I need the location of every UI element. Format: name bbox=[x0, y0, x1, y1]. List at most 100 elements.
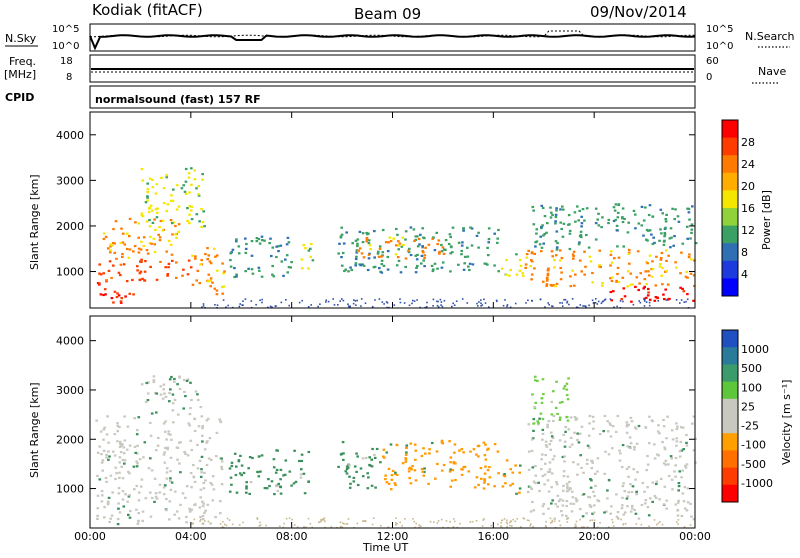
power-cell bbox=[525, 256, 529, 259]
power-cell bbox=[287, 241, 291, 244]
power-ground-cell bbox=[481, 304, 484, 306]
velocity-cell bbox=[681, 492, 685, 495]
velocity-cell bbox=[263, 487, 267, 490]
power-cell bbox=[671, 207, 674, 210]
velocity-colorbar-swatch bbox=[722, 398, 738, 417]
power-cell bbox=[251, 272, 255, 275]
power-cell bbox=[170, 253, 174, 256]
velocity-cell bbox=[588, 446, 591, 449]
velocity-cell bbox=[167, 433, 170, 436]
power-cell bbox=[560, 227, 563, 231]
power-cell bbox=[567, 214, 571, 217]
velocity-cell bbox=[487, 447, 490, 450]
power-ylabel: Slant Range [km] bbox=[28, 174, 41, 270]
power-cell bbox=[151, 178, 154, 181]
power-ground-cell bbox=[665, 299, 668, 301]
velocity-cell bbox=[511, 471, 515, 474]
velocity-cell bbox=[546, 426, 549, 429]
power-cell bbox=[437, 239, 441, 242]
power-cell bbox=[378, 245, 382, 248]
power-cell bbox=[559, 266, 562, 270]
power-ground-cell bbox=[579, 304, 582, 306]
power-cell bbox=[546, 272, 550, 275]
power-cell bbox=[656, 296, 659, 299]
velocity-cell bbox=[198, 459, 202, 462]
velocity-cell bbox=[169, 479, 172, 482]
velocity-ytick-label: 2000 bbox=[56, 433, 84, 446]
power-cell bbox=[158, 226, 161, 229]
velocity-cell bbox=[606, 497, 609, 500]
velocity-cell bbox=[690, 515, 693, 518]
velocity-cell bbox=[580, 466, 583, 469]
power-cell bbox=[345, 231, 348, 234]
power-cell bbox=[187, 259, 191, 262]
velocity-ground-cell bbox=[677, 519, 680, 521]
velocity-cell bbox=[559, 416, 562, 419]
power-ground-cell bbox=[632, 303, 635, 306]
velocity-cell bbox=[428, 452, 431, 455]
velocity-ground-cell bbox=[320, 518, 322, 521]
velocity-cell bbox=[239, 454, 242, 457]
velocity-cell bbox=[279, 492, 283, 495]
power-ground-cell bbox=[461, 298, 464, 300]
power-cell bbox=[366, 268, 370, 272]
power-cell bbox=[409, 226, 413, 229]
velocity-ground-cell bbox=[505, 521, 508, 524]
velocity-cell bbox=[674, 456, 678, 460]
velocity-cell bbox=[193, 417, 196, 420]
velocity-cell bbox=[349, 482, 352, 485]
x-axis-label: Time UT bbox=[362, 541, 408, 554]
power-cell bbox=[187, 176, 191, 179]
power-cell bbox=[457, 241, 461, 244]
velocity-cell bbox=[664, 463, 667, 466]
power-cell bbox=[611, 276, 614, 279]
velocity-cell bbox=[395, 473, 399, 476]
velocity-colorbar-frame bbox=[721, 329, 739, 503]
noise-left-tick-top: 10^5 bbox=[52, 24, 79, 35]
power-cell bbox=[161, 219, 165, 222]
power-cell bbox=[623, 295, 627, 298]
velocity-cell bbox=[394, 472, 397, 475]
power-ground-cell bbox=[648, 304, 651, 307]
velocity-cell bbox=[155, 497, 159, 500]
velocity-ground-cell bbox=[356, 522, 359, 525]
velocity-cell bbox=[540, 458, 543, 461]
velocity-cell bbox=[373, 453, 376, 456]
velocity-cell bbox=[409, 442, 413, 445]
velocity-cell bbox=[562, 470, 566, 473]
power-cell bbox=[356, 242, 359, 245]
power-cell bbox=[654, 284, 658, 287]
power-cell bbox=[469, 226, 472, 229]
power-cell bbox=[554, 254, 558, 257]
velocity-cell bbox=[548, 470, 552, 473]
power-cell bbox=[157, 233, 160, 236]
velocity-cell bbox=[154, 495, 158, 498]
power-cell bbox=[175, 236, 178, 239]
power-cell bbox=[515, 273, 519, 276]
power-cell bbox=[581, 208, 585, 211]
velocity-cell bbox=[205, 419, 209, 422]
velocity-cell bbox=[116, 440, 119, 443]
velocity-cell bbox=[618, 449, 621, 452]
velocity-ground-cell bbox=[500, 522, 502, 524]
power-cell bbox=[257, 238, 261, 241]
power-cell bbox=[195, 279, 198, 282]
power-cell bbox=[384, 241, 388, 244]
velocity-cell bbox=[337, 465, 340, 468]
power-cell bbox=[543, 233, 546, 236]
power-cell bbox=[194, 257, 197, 260]
velocity-cell bbox=[646, 506, 650, 509]
velocity-cell bbox=[348, 475, 351, 478]
power-cell bbox=[146, 252, 150, 255]
velocity-ground-cell bbox=[433, 521, 435, 523]
velocity-cell bbox=[656, 453, 659, 456]
power-cell bbox=[679, 286, 682, 289]
velocity-cell bbox=[556, 505, 559, 508]
power-cell bbox=[402, 243, 405, 247]
velocity-cell bbox=[682, 500, 686, 503]
power-cell bbox=[687, 256, 691, 259]
power-cell bbox=[207, 254, 210, 257]
velocity-cell bbox=[565, 388, 569, 391]
velocity-cell bbox=[483, 478, 486, 481]
velocity-cell bbox=[555, 481, 558, 484]
